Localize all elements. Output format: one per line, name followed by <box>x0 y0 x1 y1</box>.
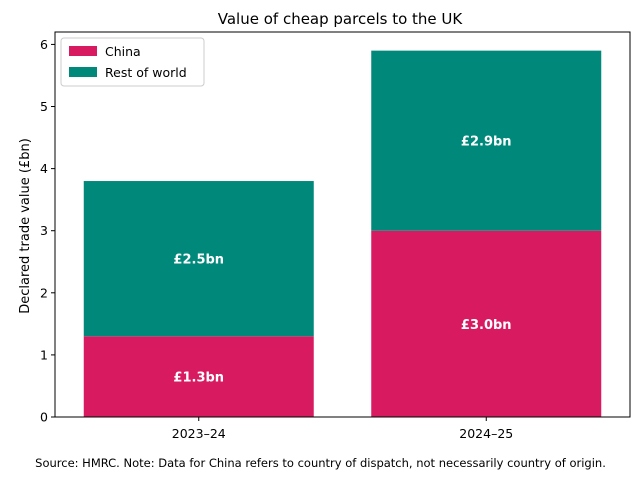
y-tick-label: 6 <box>40 37 48 52</box>
bar-china-2 <box>371 230 602 417</box>
bar-rest-of-world-1 <box>83 181 314 337</box>
bar-rest-of-world-2 <box>371 50 602 231</box>
y-axis-label: Declared trade value (£bn) <box>18 138 33 314</box>
data-label-china-1: £1.3bn <box>173 371 224 386</box>
chart-title: Value of cheap parcels to the UK <box>218 10 464 28</box>
y-tick-label: 4 <box>40 161 48 176</box>
legend-label-china: China <box>105 44 141 59</box>
y-tick-label: 0 <box>40 410 48 425</box>
plot-frame <box>54 31 631 418</box>
bar-china-1 <box>83 336 314 417</box>
legend-label-rest-of-world: Rest of world <box>105 65 187 80</box>
source-note: Source: HMRC. Note: Data for China refer… <box>35 456 606 470</box>
legend-swatch-china <box>69 46 97 56</box>
data-label-china-2: £3.0bn <box>461 318 512 333</box>
y-tick-label: 2 <box>40 285 48 300</box>
data-label-rest-of-world-2: £2.9bn <box>461 135 512 150</box>
data-label-rest-of-world-1: £2.5bn <box>173 253 224 268</box>
y-tick-label: 1 <box>40 347 48 362</box>
legend-swatch-rest-of-world <box>69 67 97 77</box>
y-tick-label: 3 <box>40 223 48 238</box>
x-tick-label: 2023–24 <box>172 426 226 441</box>
y-tick-label: 5 <box>40 99 48 114</box>
plot-area: £1.3bn £3.0bn £2.5bn £2.9bn 0 1 2 3 4 5 6 2023–24 20… <box>40 31 631 441</box>
x-tick-label: 2024–25 <box>459 426 513 441</box>
